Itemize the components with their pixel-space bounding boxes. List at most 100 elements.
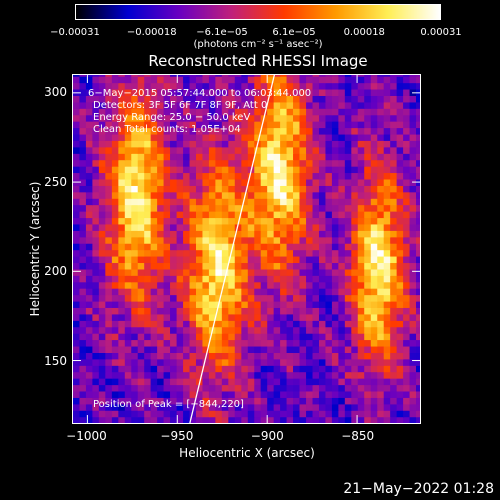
heatmap-cell [98, 101, 106, 109]
heatmap-cell [403, 153, 411, 161]
heatmap-cell [85, 75, 93, 77]
heatmap-cell [416, 101, 420, 109]
heatmap-cell [79, 223, 87, 231]
heatmap-cell [144, 140, 152, 148]
heatmap-cell [364, 95, 372, 103]
heatmap-cell [403, 345, 411, 354]
axis-ticks [73, 75, 420, 423]
heatmap-cell [338, 365, 346, 373]
heatmap-cell [338, 140, 346, 148]
heatmap-cell [189, 268, 197, 276]
heatmap-cell [131, 416, 139, 423]
heatmap-cell [280, 159, 288, 167]
heatmap-cell [377, 268, 385, 276]
heatmap-cell [273, 416, 281, 423]
heatmap-cells [73, 75, 420, 423]
heatmap-cell [351, 313, 359, 321]
heatmap-cell [215, 127, 223, 135]
heatmap-cell [79, 153, 87, 161]
heatmap-cell [150, 146, 158, 154]
heatmap-cell [306, 172, 314, 180]
heatmap-cell [286, 172, 294, 180]
heatmap-cell [396, 178, 404, 186]
heatmap-cell [189, 133, 197, 141]
heatmap-cell [299, 397, 307, 405]
heatmap-cell [234, 230, 242, 238]
heatmap-cell [208, 378, 216, 386]
heatmap-cell [189, 211, 197, 219]
heatmap-cell [390, 211, 398, 219]
heatmap-cell [331, 75, 339, 77]
heatmap-cell [409, 339, 417, 347]
heatmap-cell [105, 390, 113, 398]
heatmap-cell [176, 76, 184, 84]
heatmap-cell [293, 172, 301, 180]
heatmap-cell [73, 326, 81, 334]
heatmap-cell [331, 275, 339, 283]
heatmap-cell [416, 307, 420, 315]
heatmap-cell [163, 165, 171, 174]
heatmap-cell [306, 320, 314, 328]
heatmap-cell [124, 159, 132, 167]
heatmap-cell [403, 313, 411, 321]
heatmap-cell [118, 416, 126, 423]
heatmap-cell [131, 127, 139, 135]
heatmap-cell [254, 384, 262, 392]
heatmap-cell [293, 95, 301, 103]
heatmap-cell [325, 153, 333, 161]
heatmap-cell [416, 146, 420, 154]
heatmap-cell [131, 378, 139, 386]
heatmap-cell [396, 95, 404, 103]
heatmap-cell [176, 249, 184, 257]
heatmap-cell [312, 313, 320, 321]
heatmap-cell [208, 410, 216, 418]
heatmap-cell [364, 76, 372, 84]
heatmap-cell [254, 217, 262, 225]
heatmap-cell [208, 320, 216, 328]
heatmap-cell [396, 88, 404, 96]
heatmap-cell [286, 121, 294, 129]
heatmap-cell [85, 121, 93, 129]
heatmap-cell [318, 255, 327, 264]
heatmap-cell [299, 339, 307, 347]
heatmap-cell [118, 101, 126, 109]
heatmap-cell [137, 313, 145, 321]
heatmap-cell [111, 294, 119, 302]
heatmap-cell [254, 243, 262, 251]
heatmap-cell [286, 127, 294, 135]
heatmap-cell [299, 416, 307, 423]
heatmap-cell [111, 121, 119, 129]
heatmap-cell [150, 191, 158, 199]
heatmap-cell [383, 365, 391, 373]
heatmap-cell [254, 365, 262, 373]
heatmap-cell [403, 397, 411, 405]
heatmap-cell [318, 352, 327, 360]
heatmap-cell [247, 172, 255, 180]
heatmap-cell [228, 127, 236, 135]
heatmap-cell [396, 275, 404, 283]
heatmap-cell [92, 262, 100, 270]
heatmap-cell [299, 114, 307, 122]
heatmap-cell [118, 281, 126, 289]
heatmap-cell [260, 204, 268, 212]
heatmap-cell [208, 223, 216, 231]
heatmap-cell [267, 127, 275, 135]
heatmap-cell [344, 268, 352, 276]
heatmap-cell [370, 211, 378, 219]
heatmap-cell [215, 204, 223, 212]
heatmap-cell [85, 275, 93, 283]
heatmap-cell [260, 198, 268, 206]
heatmap-cell [150, 416, 158, 423]
heatmap-cell [189, 281, 197, 289]
heatmap-cell [344, 410, 352, 418]
heatmap-cell [163, 371, 171, 379]
heatmap-cell [195, 172, 204, 180]
heatmap-cell [157, 384, 165, 392]
heatmap-cell [85, 172, 93, 180]
heatmap-cell [383, 165, 391, 174]
heatmap-cell [234, 378, 242, 386]
heatmap-cell [247, 294, 255, 302]
heatmap-cell [254, 121, 262, 129]
heatmap-cell [331, 358, 339, 366]
heatmap-cell [299, 108, 307, 116]
